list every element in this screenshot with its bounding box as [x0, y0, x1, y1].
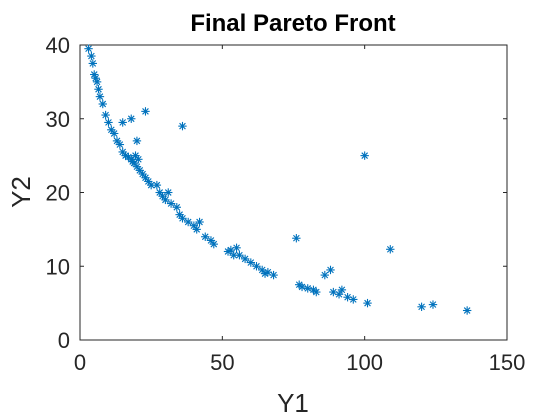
data-point	[92, 77, 102, 87]
data-point	[178, 121, 187, 131]
data-point	[428, 300, 438, 309]
data-point	[155, 188, 164, 197]
data-point	[417, 302, 426, 312]
data-point	[94, 85, 103, 94]
data-point	[303, 284, 312, 293]
axis-ticks	[79, 44, 508, 341]
data-point	[95, 92, 105, 101]
data-point	[297, 282, 307, 292]
data-point	[134, 155, 143, 164]
data-point	[98, 99, 107, 109]
data-point	[112, 136, 122, 146]
data-point	[127, 114, 136, 123]
y-tick-label: 20	[46, 181, 70, 206]
data-point	[87, 51, 96, 61]
data-point	[109, 129, 119, 138]
y-axis-label: Y2	[6, 176, 36, 208]
data-point	[101, 110, 110, 120]
data-point	[195, 217, 204, 227]
data-point	[189, 221, 199, 230]
y-tick-label: 30	[46, 107, 70, 132]
data-point	[326, 265, 335, 275]
data-point	[192, 225, 201, 234]
data-point	[363, 298, 372, 308]
data-point	[104, 118, 113, 127]
data-point	[269, 270, 278, 280]
data-point	[334, 290, 344, 299]
data-point	[240, 254, 250, 264]
x-tick-labels: 0 50 100 150	[74, 350, 525, 375]
data-point	[84, 44, 93, 53]
chart-title: Final Pareto Front	[190, 10, 395, 37]
data-point	[152, 180, 162, 190]
data-point	[118, 118, 127, 127]
y-tick-labels: 0 10 20 30 40	[46, 33, 70, 353]
data-point	[172, 203, 181, 212]
data-point	[88, 59, 98, 68]
x-axis-label: Y1	[277, 388, 309, 418]
y-tick-label: 40	[46, 33, 70, 58]
data-point	[132, 136, 142, 146]
x-tick-label: 50	[210, 350, 234, 375]
data-point	[252, 262, 261, 271]
data-point	[235, 250, 244, 260]
y-tick-label: 0	[58, 328, 70, 353]
x-tick-label: 150	[489, 350, 526, 375]
data-point	[209, 239, 218, 249]
x-tick-label: 0	[74, 350, 86, 375]
data-point	[246, 258, 255, 267]
scatter-series	[84, 44, 472, 315]
y-tick-label: 10	[46, 254, 70, 279]
data-point	[166, 199, 176, 208]
x-tick-label: 100	[346, 350, 383, 375]
data-point	[161, 195, 170, 205]
data-point	[386, 245, 395, 254]
data-point	[201, 232, 210, 241]
data-point	[349, 295, 358, 304]
data-point	[312, 287, 321, 297]
data-point	[320, 270, 330, 280]
data-point	[292, 234, 301, 243]
data-point	[337, 285, 347, 295]
data-point	[178, 214, 187, 223]
data-point	[132, 162, 142, 171]
data-point	[141, 173, 150, 182]
data-point	[462, 306, 472, 315]
data-point	[158, 191, 167, 201]
data-point	[118, 147, 127, 157]
data-point	[115, 140, 125, 149]
data-point	[263, 267, 273, 277]
plot-area	[79, 44, 508, 341]
data-point	[183, 217, 193, 227]
data-point	[164, 188, 173, 197]
data-point	[360, 151, 369, 160]
data-point	[232, 243, 241, 253]
data-point	[141, 107, 150, 116]
